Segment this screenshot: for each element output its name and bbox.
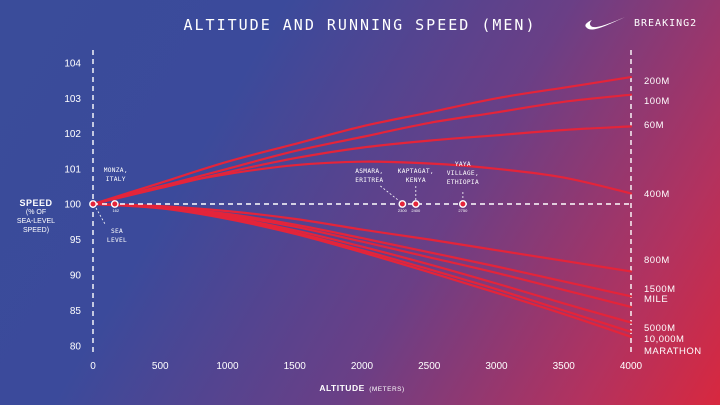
x-tick-2500: 2500 bbox=[418, 361, 441, 372]
y-axis-sublabel-3: SPEED) bbox=[22, 227, 50, 234]
place-label-monza-0: MONZA, bbox=[104, 167, 128, 174]
x-tick-500: 500 bbox=[152, 361, 169, 372]
place-alt-asmara: 2300 bbox=[398, 208, 408, 213]
place-marker-asmara-eritrea bbox=[398, 200, 407, 208]
y-tick-95: 95 bbox=[70, 235, 82, 246]
y-tick-103: 103 bbox=[64, 94, 81, 105]
y-tick-102: 102 bbox=[64, 129, 81, 140]
chart-title: ALTITUDE AND RUNNING SPEED (MEN) bbox=[183, 16, 537, 34]
place-alt-kaptagat: 2400 bbox=[411, 208, 421, 213]
nike-swoosh-icon bbox=[585, 17, 625, 30]
y-tick-85: 85 bbox=[70, 306, 82, 317]
y-tick-100: 100 bbox=[64, 200, 81, 211]
y-tick-104: 104 bbox=[64, 59, 81, 70]
x-axis-label: ALTITUDE bbox=[319, 383, 365, 393]
y-axis-sublabel-1: (% OF bbox=[25, 209, 47, 216]
place-marker-monza-italy bbox=[110, 200, 119, 208]
y-axis-title: SPEED (% OF SEA-LEVEL SPEED) bbox=[10, 198, 62, 235]
series-label-400m: 400M bbox=[644, 189, 670, 200]
place-alt-yaya: 2750 bbox=[458, 208, 468, 213]
x-tick-4000: 4000 bbox=[620, 361, 643, 372]
series-line-marathon bbox=[91, 202, 633, 338]
place-label-monza-1: ITALY bbox=[106, 176, 126, 183]
place-label-yaya-2: ETHIOPIA bbox=[447, 179, 479, 186]
x-tick-0: 0 bbox=[90, 361, 96, 372]
series-label-800m: 800M bbox=[644, 255, 670, 266]
place-alt-monza: 162 bbox=[112, 208, 119, 213]
x-tick-1500: 1500 bbox=[284, 361, 307, 372]
asmara-leader bbox=[380, 185, 400, 202]
series-label-60m: 60M bbox=[644, 120, 664, 131]
x-tick-3500: 3500 bbox=[553, 361, 576, 372]
series-line-200m bbox=[91, 76, 633, 206]
series-label-10-000m: 10,000M bbox=[644, 334, 684, 345]
series-line-800m bbox=[91, 202, 633, 273]
y-axis-label: SPEED bbox=[19, 198, 53, 208]
series-label-100m: 100M bbox=[644, 96, 670, 107]
place-marker-kaptagat-kenya bbox=[411, 200, 420, 208]
place-label-sea-level-0: SEA bbox=[111, 228, 123, 235]
series-line-400m bbox=[91, 160, 633, 206]
series-line-10-000m bbox=[91, 202, 633, 333]
place-label-asmara-0: ASMARA, bbox=[355, 168, 383, 175]
y-axis-sublabel-2: SEA-LEVEL bbox=[16, 218, 56, 225]
place-label-kaptagat-0: KAPTAGAT, bbox=[398, 168, 434, 175]
series-label-mile: MILE bbox=[644, 294, 668, 305]
series-line-mile bbox=[91, 202, 633, 308]
place-marker-sea-level bbox=[89, 200, 97, 208]
sea-level-leader bbox=[95, 207, 106, 225]
series-label-200m: 200M bbox=[644, 76, 670, 87]
y-tick-80: 80 bbox=[70, 342, 82, 353]
x-axis-title: ALTITUDE (METERS) bbox=[292, 378, 432, 396]
series-line-100m bbox=[91, 93, 633, 206]
series-label-marathon: MARATHON bbox=[644, 346, 702, 357]
place-label-yaya-1: VILLAGE, bbox=[447, 170, 479, 177]
series-label-5000m: 5000M bbox=[644, 323, 676, 334]
x-tick-3000: 3000 bbox=[485, 361, 508, 372]
place-label-asmara-1: ERITREA bbox=[355, 177, 383, 184]
series-label-1500m: 1500M bbox=[644, 284, 676, 295]
x-tick-2000: 2000 bbox=[351, 361, 374, 372]
series-line-5000m bbox=[91, 202, 633, 324]
y-tick-101: 101 bbox=[64, 164, 81, 175]
x-tick-1000: 1000 bbox=[216, 361, 239, 372]
place-label-kaptagat-1: KENYA bbox=[406, 177, 426, 184]
brand: BREAKING2 bbox=[584, 14, 697, 32]
place-marker-yaya-village-ethiopia bbox=[458, 200, 467, 208]
y-tick-90: 90 bbox=[70, 271, 82, 282]
x-axis-unit: (METERS) bbox=[369, 386, 405, 393]
brand-name: BREAKING2 bbox=[634, 17, 698, 29]
place-label-sea-level-1: LEVEL bbox=[107, 237, 127, 244]
place-label-yaya-0: YAYA bbox=[455, 161, 471, 168]
